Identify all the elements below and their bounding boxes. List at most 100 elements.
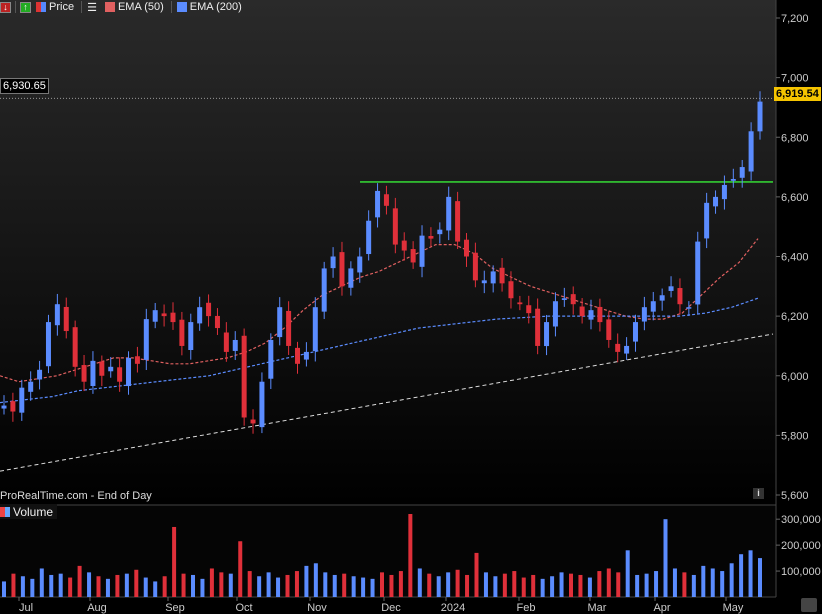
- volume-bar: [446, 572, 451, 597]
- volume-bar: [20, 576, 25, 597]
- legend-ema200[interactable]: EMA (200): [176, 1, 245, 13]
- legend-separator: [81, 1, 83, 13]
- candle-body: [214, 315, 220, 329]
- volume-bar: [323, 572, 328, 597]
- candle-body: [463, 239, 469, 257]
- volume-bar: [39, 568, 44, 597]
- candle-body: [624, 345, 630, 354]
- candle-body: [446, 196, 452, 231]
- volume-bar: [191, 574, 195, 597]
- candle-body: [268, 339, 274, 379]
- candle-body: [375, 190, 381, 218]
- volume-bar: [143, 577, 148, 597]
- volume-bar: [58, 573, 63, 597]
- volume-bar: [380, 572, 384, 597]
- candle-body: [152, 310, 158, 322]
- price-tick-label: 6,400: [781, 252, 809, 264]
- volume-bar: [550, 576, 555, 597]
- candle-body: [81, 365, 87, 382]
- volume-bar: [625, 550, 630, 597]
- price-pane: [0, 0, 776, 505]
- candle-body: [303, 351, 309, 360]
- candle-body: [330, 256, 336, 269]
- volume-bar: [105, 578, 110, 597]
- candle-body: [339, 252, 345, 287]
- volume-bar: [2, 581, 6, 597]
- legend-price-label: Price: [49, 1, 75, 13]
- candle-body: [721, 184, 727, 200]
- candle-body: [650, 301, 656, 312]
- candle-body: [668, 286, 674, 291]
- volume-bar: [408, 514, 413, 597]
- candle-body: [241, 335, 247, 418]
- volume-bar: [238, 541, 243, 597]
- candle-body: [126, 357, 132, 387]
- candle-body: [713, 196, 719, 207]
- volume-swatch-icon: [0, 506, 10, 517]
- legend-separator: [170, 1, 172, 13]
- scroll-right-button[interactable]: [801, 598, 817, 612]
- source-label: ProRealTime.com - End of Day: [0, 490, 152, 502]
- candle-body: [695, 241, 701, 305]
- volume-bar: [436, 576, 441, 597]
- volume-bar: [96, 576, 101, 597]
- price-tick-label: 6,600: [781, 192, 809, 204]
- candle-body: [348, 268, 354, 288]
- candle-body: [1, 405, 7, 409]
- candle-body: [188, 322, 194, 351]
- volume-bar: [521, 577, 526, 597]
- candle-body: [570, 294, 576, 305]
- candle-body: [99, 361, 105, 376]
- legend-ema50-label: EMA (50): [117, 1, 164, 13]
- candle-body: [45, 322, 51, 367]
- volume-bar: [502, 573, 507, 597]
- volume-bar: [228, 573, 233, 597]
- legend-price[interactable]: Price: [35, 1, 77, 13]
- candle-body: [437, 229, 443, 235]
- candle-body: [526, 305, 532, 314]
- legend-ema50[interactable]: EMA (50): [104, 1, 167, 13]
- volume-bar: [294, 571, 299, 597]
- candle-body: [179, 319, 185, 346]
- candle-body: [170, 312, 176, 323]
- candle-body: [472, 252, 478, 281]
- price-tick-label: 6,000: [781, 371, 809, 383]
- candle-body: [597, 306, 603, 323]
- candle-body: [54, 304, 60, 326]
- volume-bar: [134, 569, 139, 597]
- candle-body: [401, 240, 407, 251]
- volume-bar: [313, 563, 318, 597]
- volume-bar: [209, 568, 214, 597]
- candle-body: [321, 268, 327, 312]
- volume-bar: [710, 568, 715, 597]
- volume-bar: [11, 573, 16, 597]
- candle-body: [383, 194, 389, 206]
- info-icon[interactable]: i: [753, 488, 764, 499]
- candle-body: [312, 307, 318, 352]
- candle-body: [704, 202, 710, 239]
- volume-bar: [474, 552, 479, 597]
- volume-bar: [417, 568, 422, 597]
- volume-bar: [351, 576, 356, 597]
- legend-ema200-label: EMA (200): [189, 1, 242, 13]
- candle-body: [72, 327, 78, 367]
- time-tick-label: Dec: [381, 602, 401, 614]
- candle-body: [730, 178, 736, 181]
- volume-bar: [701, 565, 706, 597]
- volume-bar: [153, 581, 158, 597]
- volume-legend: Volume: [0, 504, 58, 519]
- candle-body: [517, 302, 523, 305]
- volume-bar: [427, 573, 432, 597]
- time-tick-label: 2024: [441, 602, 465, 614]
- candle-body: [295, 347, 301, 364]
- volume-bar: [124, 573, 129, 597]
- collapse-icon[interactable]: ↓: [0, 1, 11, 13]
- expand-icon[interactable]: ↑: [20, 1, 31, 13]
- volume-bar: [342, 573, 347, 597]
- price-tick-label: 7,000: [781, 73, 809, 85]
- candle-body: [419, 235, 425, 267]
- candle-body: [490, 271, 496, 284]
- legend-menu[interactable]: ☰: [86, 1, 100, 14]
- candle-body: [206, 302, 212, 317]
